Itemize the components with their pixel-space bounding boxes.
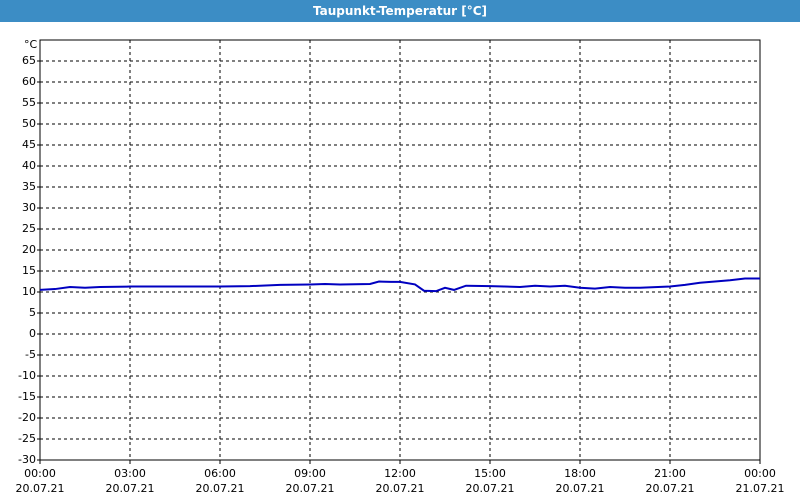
y-tick-label: -5 [25, 348, 36, 361]
y-tick-label: 35 [22, 180, 36, 193]
x-tick-label: 06:00 20.07.21 [195, 467, 245, 495]
y-tick-label: 50 [22, 117, 36, 130]
y-tick-label: 40 [22, 159, 36, 172]
x-tick-label: 00:00 21.07.21 [735, 467, 785, 495]
x-tick-label: 18:00 20.07.21 [555, 467, 605, 495]
title-bar: Taupunkt-Temperatur [°C] [0, 0, 800, 22]
y-tick-label: 5 [29, 306, 36, 319]
y-tick-label: -30 [18, 453, 36, 466]
y-tick-label: -15 [18, 390, 36, 403]
x-tick-label: 00:00 20.07.21 [15, 467, 65, 495]
y-tick-label: 0 [29, 327, 36, 340]
y-tick-label: 10 [22, 285, 36, 298]
x-tick-label: 09:00 20.07.21 [285, 467, 335, 495]
x-tick-label: 12:00 20.07.21 [375, 467, 425, 495]
y-tick-label: 55 [22, 96, 36, 109]
y-tick-label: 45 [22, 138, 36, 151]
plot-frame [39, 39, 761, 461]
x-tick-label: 03:00 20.07.21 [105, 467, 155, 495]
y-tick-label: 65 [22, 54, 36, 67]
y-tick-label: 15 [22, 264, 36, 277]
y-tick-label: -10 [18, 369, 36, 382]
y-tick-label: 20 [22, 243, 36, 256]
y-tick-label: 60 [22, 75, 36, 88]
y-tick-label: -25 [18, 432, 36, 445]
y-tick-label: -20 [18, 411, 36, 424]
data-line [39, 277, 760, 293]
x-tick-label: 15:00 20.07.21 [465, 467, 515, 495]
y-tick-label: 30 [22, 201, 36, 214]
y-tick-label: 25 [22, 222, 36, 235]
y-unit: °C [24, 38, 38, 51]
x-tick-label: 21:00 20.07.21 [645, 467, 695, 495]
